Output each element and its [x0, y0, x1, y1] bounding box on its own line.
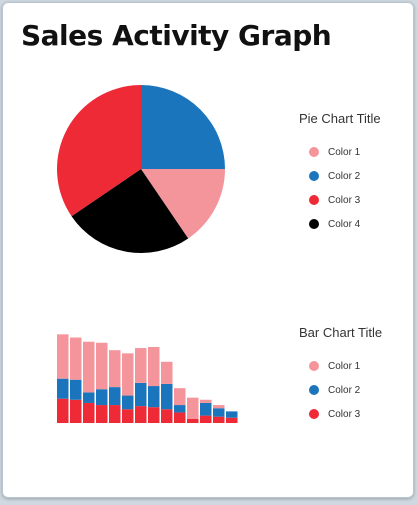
bar-segment-color-1	[174, 388, 186, 406]
bar-segment-color-3	[161, 409, 173, 423]
bar-segment-color-1	[122, 353, 134, 396]
pie-chart-title: Pie Chart Title	[299, 111, 381, 126]
pie-chart	[57, 85, 225, 253]
bar-segment-color-1	[148, 347, 160, 387]
legend-swatch	[309, 171, 319, 181]
bar-segment-color-1	[161, 361, 173, 384]
bar-legend-item: Color 3	[299, 402, 382, 426]
bar-segment-color-2	[109, 387, 121, 406]
bar-segment-color-2	[122, 395, 134, 410]
bar-segment-color-1	[200, 399, 212, 403]
bar-segment-color-3	[226, 417, 238, 423]
pie-legend: Pie Chart Title Color 1 Color 2 Color 3 Col…	[299, 111, 381, 236]
legend-label: Color 3	[328, 408, 361, 420]
pie-legend-item: Color 3	[299, 188, 381, 212]
legend-label: Color 3	[328, 194, 361, 206]
bar-segment-color-2	[70, 379, 82, 400]
bar-segment-color-3	[135, 406, 147, 423]
pie-legend-item: Color 2	[299, 164, 381, 188]
bar-segment-color-1	[135, 348, 147, 383]
bar-segment-color-3	[187, 418, 199, 423]
bar-segment-color-3	[213, 416, 225, 423]
bar-segment-color-1	[96, 342, 108, 390]
legend-swatch	[309, 219, 319, 229]
bar-segment-color-3	[57, 398, 69, 423]
legend-label: Color 2	[328, 384, 361, 396]
bar-segment-color-3	[83, 402, 95, 423]
bar-segment-color-3	[174, 412, 186, 423]
bar-segment-color-3	[200, 415, 212, 423]
pie-slice-color-4	[71, 169, 189, 253]
chart-card: Sales Activity Graph Pie Chart Title Col…	[2, 2, 414, 498]
bar-segment-color-1	[70, 337, 82, 380]
bar-segment-color-2	[83, 392, 95, 403]
bar-segment-color-1	[83, 341, 95, 393]
pie-legend-item: Color 4	[299, 212, 381, 236]
pie-slice-color-1	[141, 169, 225, 239]
pie-slice-color-3	[57, 85, 141, 217]
legend-label: Color 1	[328, 360, 361, 372]
bar-segment-color-2	[148, 386, 160, 408]
bar-segment-color-2	[96, 389, 108, 406]
bar-segment-color-1	[187, 397, 199, 419]
legend-swatch	[309, 385, 319, 395]
bar-segment-color-2	[161, 383, 173, 410]
legend-label: Color 4	[328, 218, 361, 230]
bar-segment-color-2	[200, 402, 212, 416]
bar-segment-color-3	[109, 405, 121, 423]
bar-legend: Bar Chart Title Color 1 Color 2 Color 3	[299, 325, 382, 426]
page-title: Sales Activity Graph	[21, 19, 332, 52]
bar-segment-color-3	[96, 405, 108, 423]
bar-chart-title: Bar Chart Title	[299, 325, 383, 340]
pie-slice-color-2	[141, 85, 225, 169]
pie-legend-item: Color 1	[299, 140, 381, 164]
bar-segment-color-2	[213, 408, 225, 417]
legend-swatch	[309, 361, 319, 371]
bar-segment-color-3	[70, 399, 82, 423]
bar-legend-item: Color 1	[299, 354, 382, 378]
bar-segment-color-1	[109, 350, 121, 388]
bar-segment-color-1	[57, 334, 69, 379]
legend-label: Color 2	[328, 170, 361, 182]
bar-segment-color-1	[213, 405, 225, 409]
legend-swatch	[309, 409, 319, 419]
bar-legend-item: Color 2	[299, 378, 382, 402]
bar-chart	[57, 334, 238, 423]
legend-swatch	[309, 147, 319, 157]
bar-segment-color-3	[122, 409, 134, 423]
bar-segment-color-2	[57, 378, 69, 399]
legend-label: Color 1	[328, 146, 361, 158]
bar-segment-color-2	[226, 411, 238, 418]
bar-segment-color-2	[135, 382, 147, 407]
bar-segment-color-3	[148, 407, 160, 423]
legend-swatch	[309, 195, 319, 205]
bar-segment-color-2	[174, 405, 186, 413]
